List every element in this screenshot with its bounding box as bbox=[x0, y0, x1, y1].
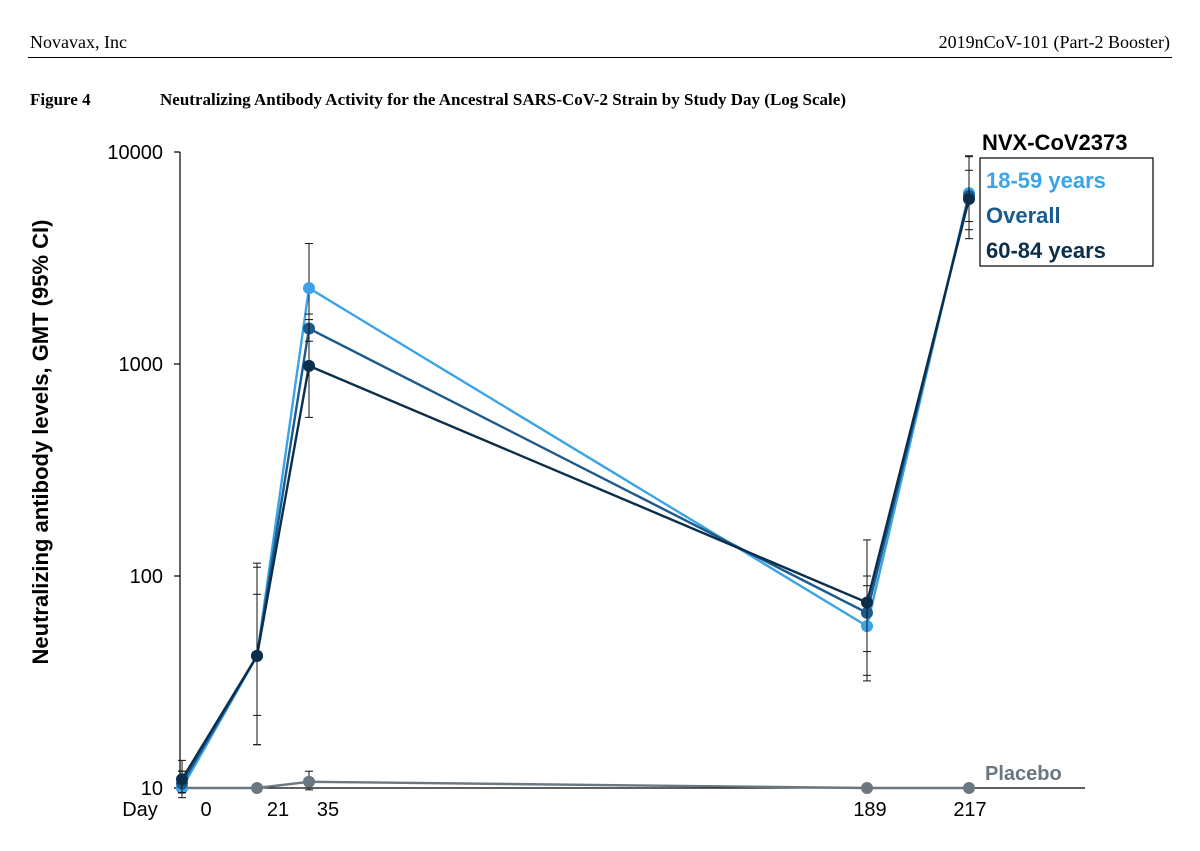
y-tick-labels: 10 100 1000 10000 bbox=[107, 142, 180, 800]
data-point-60-84-years-day-35 bbox=[303, 359, 315, 372]
x-tick-label-189: 189 bbox=[853, 799, 886, 821]
legend: NVX-CoV2373 18-59 years Overall 60-84 year… bbox=[979, 130, 1154, 267]
x-tick-labels: 0 21 35 189 217 bbox=[200, 799, 986, 821]
series-line-18-59-years bbox=[180, 192, 971, 789]
series-line-60-84-years bbox=[180, 198, 971, 780]
data-point-60-84-years-day-217 bbox=[963, 193, 975, 206]
series-60-84-years bbox=[176, 156, 975, 794]
chart-axes bbox=[179, 152, 1085, 789]
series-layer bbox=[176, 155, 975, 799]
placebo-label: Placebo bbox=[985, 763, 1062, 785]
y-axis-label: Neutralizing antibody levels, GMT (95% C… bbox=[28, 220, 53, 665]
legend-entry-overall: Overall bbox=[986, 203, 1061, 228]
series-overall bbox=[176, 169, 975, 794]
data-point-placebo-day-21 bbox=[251, 782, 263, 794]
x-tick-label-21: 21 bbox=[267, 799, 289, 821]
header-study-id: 2019nCoV-101 (Part-2 Booster) bbox=[938, 32, 1170, 52]
data-point-placebo-day-189 bbox=[861, 782, 873, 794]
x-tick-label-35: 35 bbox=[317, 799, 339, 821]
x-tick-label-217: 217 bbox=[953, 799, 986, 821]
figure-title: Neutralizing Antibody Activity for the A… bbox=[160, 90, 846, 109]
y-tick-label-10000: 10000 bbox=[107, 142, 163, 164]
data-point-placebo-day-35 bbox=[303, 775, 315, 788]
series-18-59-years bbox=[176, 155, 975, 799]
x-axis-prefix: Day bbox=[122, 799, 158, 821]
data-point-placebo-day-217 bbox=[963, 782, 975, 794]
x-tick-label-0: 0 bbox=[200, 799, 211, 821]
y-tick-label-1000: 1000 bbox=[119, 354, 164, 376]
series-line-placebo bbox=[182, 780, 969, 790]
y-tick-label-10: 10 bbox=[141, 778, 163, 800]
data-point-18-59-years-day-35 bbox=[303, 282, 315, 295]
series-line-overall bbox=[180, 195, 971, 785]
data-point-60-84-years-day-189 bbox=[861, 596, 873, 609]
legend-title: NVX-CoV2373 bbox=[982, 130, 1128, 155]
figure-label: Figure 4 bbox=[30, 90, 91, 109]
data-point-60-84-years-day-21 bbox=[251, 649, 263, 662]
header-divider bbox=[28, 57, 1172, 58]
legend-box bbox=[979, 157, 1154, 267]
series-placebo bbox=[176, 770, 975, 794]
error-bar-60-84-years-day-189 bbox=[863, 539, 871, 682]
legend-entry-60-84-years: 60-84 years bbox=[986, 238, 1106, 263]
legend-entry-18-59-years: 18-59 years bbox=[986, 168, 1106, 193]
data-point-60-84-years-day-0 bbox=[176, 773, 188, 786]
header-company: Novavax, Inc bbox=[30, 32, 127, 52]
y-tick-label-100: 100 bbox=[130, 566, 163, 588]
